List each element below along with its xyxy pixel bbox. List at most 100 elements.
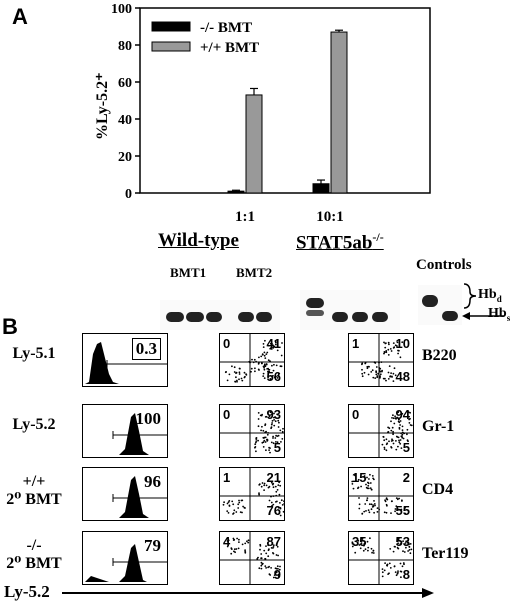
category-label: 1:1 [235, 209, 255, 225]
gel-band [206, 312, 222, 322]
y-tick-label: 80 [118, 39, 132, 54]
quadrant-upper-right: 10 [395, 336, 410, 351]
dot-plot-wt: 4 87 9 [219, 531, 285, 585]
quadrant-lower-right: 56 [266, 369, 281, 384]
quadrant-upper-right: 93 [266, 407, 281, 422]
quadrant-upper-right: 2 [402, 470, 410, 485]
gel-band [238, 312, 254, 322]
bmt1-label: BMT1 [170, 265, 207, 280]
gel-band [332, 312, 348, 322]
quadrant-upper-left: 1 [352, 336, 360, 351]
plot-frame [139, 7, 431, 194]
gel-stat5ab [300, 290, 400, 330]
row-label-line: Ly-5.1 [12, 345, 56, 362]
quadrant-upper-left: 0 [352, 407, 360, 422]
panel-a-chart: 0 20 40 60 80 100 1:1 10:1 -/- BMT +/+ BMT [111, 2, 431, 225]
stat5ab-text: STAT5ab [296, 232, 373, 254]
histogram-value: 0.3 [131, 338, 161, 360]
quadrant-upper-right: 21 [266, 470, 281, 485]
y-tick-label: 40 [118, 113, 132, 128]
histogram-box: 79 [82, 531, 168, 585]
bar [330, 31, 348, 194]
y-tick-label: 20 [118, 150, 132, 165]
quadrant-upper-left: 4 [223, 534, 231, 549]
quadrant-upper-left: 0 [223, 407, 231, 422]
legend-swatch [151, 21, 191, 32]
quadrant-upper-right: 87 [266, 534, 281, 549]
gel-band [372, 312, 388, 322]
gel-band [186, 312, 204, 322]
wildtype-label: Wild-type [158, 230, 239, 251]
histogram-box: 96 [82, 467, 168, 521]
quadrant-upper-left: 15 [352, 470, 367, 485]
gel-band [306, 310, 324, 316]
row-label-line: Ly-5.2 [12, 416, 56, 433]
bar [312, 183, 330, 194]
dot-plot-ko: 15 2 55 [348, 467, 414, 521]
histogram-value: 100 [135, 409, 162, 428]
gel-band [306, 298, 324, 308]
gel-band [422, 295, 438, 307]
gel-band [442, 311, 458, 321]
row-label-line: 2⁰ BMT [6, 491, 62, 508]
stat5ab-sup: -/- [372, 230, 384, 244]
hbs-label: Hbs [488, 306, 510, 323]
panel-b-letter: B [2, 314, 18, 339]
quadrant-lower-right: 5 [402, 440, 410, 455]
controls-label: Controls [416, 257, 472, 273]
dot-plot-ko: 35 53 8 [348, 531, 414, 585]
dot-plot-ko: 1 10 48 [348, 333, 414, 387]
legend-swatch [151, 41, 191, 52]
quadrant-upper-left: 0 [223, 336, 231, 351]
x-axis-label: Ly-5.2 [4, 582, 50, 601]
marker-label: Ter119 [422, 545, 469, 562]
gel-band [166, 312, 184, 322]
hbs-sub: s [506, 312, 511, 323]
stat5ab-label: STAT5ab-/- [296, 230, 384, 254]
histogram-box: 100 [82, 404, 168, 458]
row-label: Ly-5.2 [4, 416, 64, 434]
row-label-line: -/- [26, 537, 42, 554]
row-label: -/- 2⁰ BMT [4, 537, 64, 573]
row-label: +/+ 2⁰ BMT [4, 473, 64, 509]
marker-label: CD4 [422, 481, 454, 498]
quadrant-lower-right: 76 [266, 503, 281, 518]
y-tick-label: 0 [125, 187, 132, 202]
gel-band [256, 312, 272, 322]
hb-annotations [462, 283, 504, 320]
bar [245, 94, 263, 194]
x-axis-arrow [62, 588, 434, 598]
quadrant-lower-right: 8 [402, 567, 410, 582]
dot-plot-wt: 1 21 76 [219, 467, 285, 521]
quadrant-lower-right: 9 [273, 567, 281, 582]
legend-label: +/+ BMT [200, 40, 259, 56]
row-label-line: 2⁰ BMT [6, 555, 62, 572]
quadrant-lower-right: 55 [395, 503, 410, 518]
gel-wildtype [160, 300, 280, 330]
quadrant-lower-right: 5 [273, 440, 281, 455]
bar [227, 190, 245, 194]
marker-label: B220 [422, 347, 457, 364]
gel-controls [418, 285, 462, 325]
hbd-label: Hbd [478, 287, 502, 304]
gel-band [352, 312, 368, 322]
dot-plot-wt: 0 93 5 [219, 404, 285, 458]
quadrant-lower-right: 48 [395, 369, 410, 384]
quadrant-upper-right: 41 [266, 336, 281, 351]
quadrant-upper-left: 35 [352, 534, 367, 549]
legend-label: -/- BMT [200, 20, 252, 36]
dot-plot-wt: 0 41 56 [219, 333, 285, 387]
bmt2-label: BMT2 [236, 265, 273, 280]
quadrant-upper-right: 53 [395, 534, 410, 549]
histogram-box: 0.3 [82, 333, 168, 387]
category-label: 10:1 [316, 209, 344, 225]
panel-a-letter: A [12, 4, 28, 29]
y-tick-label: 100 [111, 2, 132, 17]
dot-plot-ko: 0 94 5 [348, 404, 414, 458]
y-tick-label: 60 [118, 76, 132, 91]
histogram-value: 96 [144, 472, 161, 491]
marker-label: Gr-1 [422, 418, 455, 435]
hbd-sub: d [496, 293, 502, 304]
quadrant-upper-left: 1 [223, 470, 231, 485]
row-label: Ly-5.1 [4, 345, 64, 363]
